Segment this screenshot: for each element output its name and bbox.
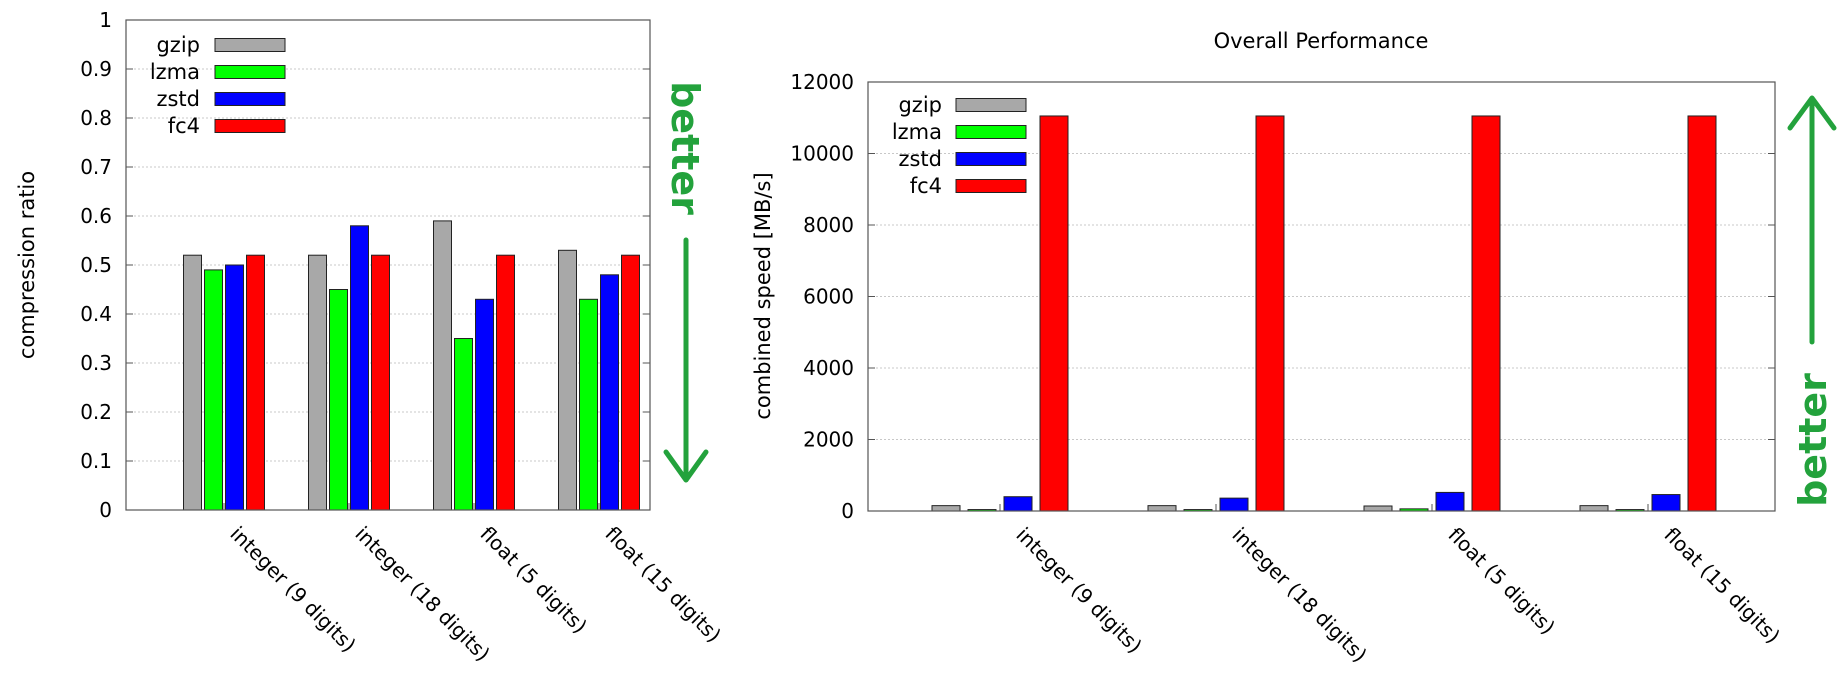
left-better-indicator: better (663, 81, 709, 483)
right-better-label: better (1791, 373, 1835, 507)
y-tick-label: 0.4 (80, 302, 112, 326)
right-gridlines (868, 153, 1775, 440)
compression-ratio-chart: 0 0.1 0.2 0.3 0.4 0.5 0.6 0.7 0.8 0.9 1 integer (9… (15, 8, 726, 666)
legend-label: fc4 (168, 114, 200, 138)
right-better-indicator: better (1787, 95, 1837, 507)
y-tick-label: 10000 (790, 142, 854, 166)
legend-swatch (955, 152, 1027, 166)
bar-gzip (931, 505, 961, 512)
legend-swatch (214, 119, 286, 133)
y-tick-label: 0.9 (80, 57, 112, 81)
y-tick-label: 0 (841, 499, 854, 523)
bar-fc4 (371, 254, 390, 511)
left-y-ticks: 0 0.1 0.2 0.3 0.4 0.5 0.6 0.7 0.8 0.9 1 (80, 8, 650, 522)
bar-gzip (183, 254, 202, 511)
legend-label: zstd (156, 87, 200, 111)
bar-lzma (454, 338, 473, 511)
bar-lzma (204, 269, 223, 511)
y-tick-label: 4000 (803, 356, 854, 380)
bar-gzip (558, 249, 577, 511)
bar-zstd (1219, 497, 1249, 512)
bar-fc4 (496, 254, 515, 511)
left-x-ticks: integer (9 digits)integer (18 digits)flo… (223, 503, 726, 666)
legend-label: zstd (898, 147, 942, 171)
bar-zstd (1435, 491, 1465, 512)
down-arrow-icon (663, 449, 709, 483)
right-bars (931, 115, 1717, 512)
y-tick-label: 1 (99, 8, 112, 32)
bar-zstd (1003, 496, 1033, 512)
y-tick-label: 0.8 (80, 106, 112, 130)
bar-lzma (329, 289, 348, 511)
bar-fc4 (1255, 115, 1285, 512)
combined-speed-chart: Overall Performance 0 2000 4000 6000 8000 100… (751, 29, 1837, 667)
bar-zstd (225, 264, 244, 511)
bar-zstd (475, 298, 494, 511)
y-tick-label: 0.5 (80, 253, 112, 277)
left-bars (183, 220, 640, 511)
legend-label: lzma (892, 120, 942, 144)
y-tick-label: 0.3 (80, 351, 112, 375)
right-chart-title: Overall Performance (1214, 29, 1429, 53)
legend-swatch (955, 179, 1027, 193)
bar-fc4 (1687, 115, 1717, 512)
x-tick-label: integer (9 digits) (1011, 523, 1146, 658)
right-y-ticks: 0 2000 4000 6000 8000 10000 12000 (790, 70, 1775, 523)
y-tick-label: 2000 (803, 428, 854, 452)
bar-gzip (308, 254, 327, 511)
x-tick-label: float (5 digits) (1443, 523, 1559, 639)
bar-zstd (600, 274, 619, 511)
bar-gzip (433, 220, 452, 511)
y-tick-label: 12000 (790, 70, 854, 94)
x-tick-label: float (15 digits) (600, 522, 725, 647)
legend-label: gzip (898, 93, 942, 117)
legend-label: gzip (156, 33, 200, 57)
x-tick-label: float (15 digits) (1659, 523, 1784, 648)
bar-lzma (579, 298, 598, 511)
legend-label: lzma (150, 60, 200, 84)
y-tick-label: 8000 (803, 213, 854, 237)
bar-fc4 (621, 254, 640, 511)
bar-zstd (350, 225, 369, 511)
x-tick-label: integer (18 digits) (1227, 523, 1371, 667)
left-legend: gzip lzma zstd fc4 (150, 33, 286, 138)
legend-swatch (214, 38, 286, 52)
x-tick-label: float (5 digits) (475, 522, 591, 638)
right-legend: gzip lzma zstd fc4 (892, 93, 1027, 198)
right-x-ticks: integer (9 digits) integer (18 digits) flo… (999, 504, 1785, 667)
y-tick-label: 0 (99, 498, 112, 522)
y-tick-label: 0.1 (80, 449, 112, 473)
legend-label: fc4 (910, 174, 942, 198)
bar-zstd (1651, 494, 1681, 512)
bar-fc4 (246, 254, 265, 511)
legend-swatch (955, 98, 1027, 112)
y-tick-label: 0.2 (80, 400, 112, 424)
y-tick-label: 0.6 (80, 204, 112, 228)
right-y-axis-label: combined speed [MB/s] (751, 172, 775, 419)
bar-fc4 (1039, 115, 1069, 512)
bar-gzip (1579, 505, 1609, 512)
up-arrow-icon (1787, 95, 1837, 131)
left-y-axis-label: compression ratio (15, 171, 39, 359)
y-tick-label: 0.7 (80, 155, 112, 179)
x-tick-label: integer (9 digits) (225, 522, 360, 657)
x-tick-label: integer (18 digits) (350, 522, 494, 666)
y-tick-label: 6000 (803, 285, 854, 309)
legend-swatch (214, 92, 286, 106)
bar-gzip (1363, 505, 1393, 512)
bar-gzip (1147, 505, 1177, 512)
bar-fc4 (1471, 115, 1501, 512)
legend-swatch (955, 125, 1027, 139)
legend-swatch (214, 65, 286, 79)
left-better-label: better (663, 81, 707, 215)
